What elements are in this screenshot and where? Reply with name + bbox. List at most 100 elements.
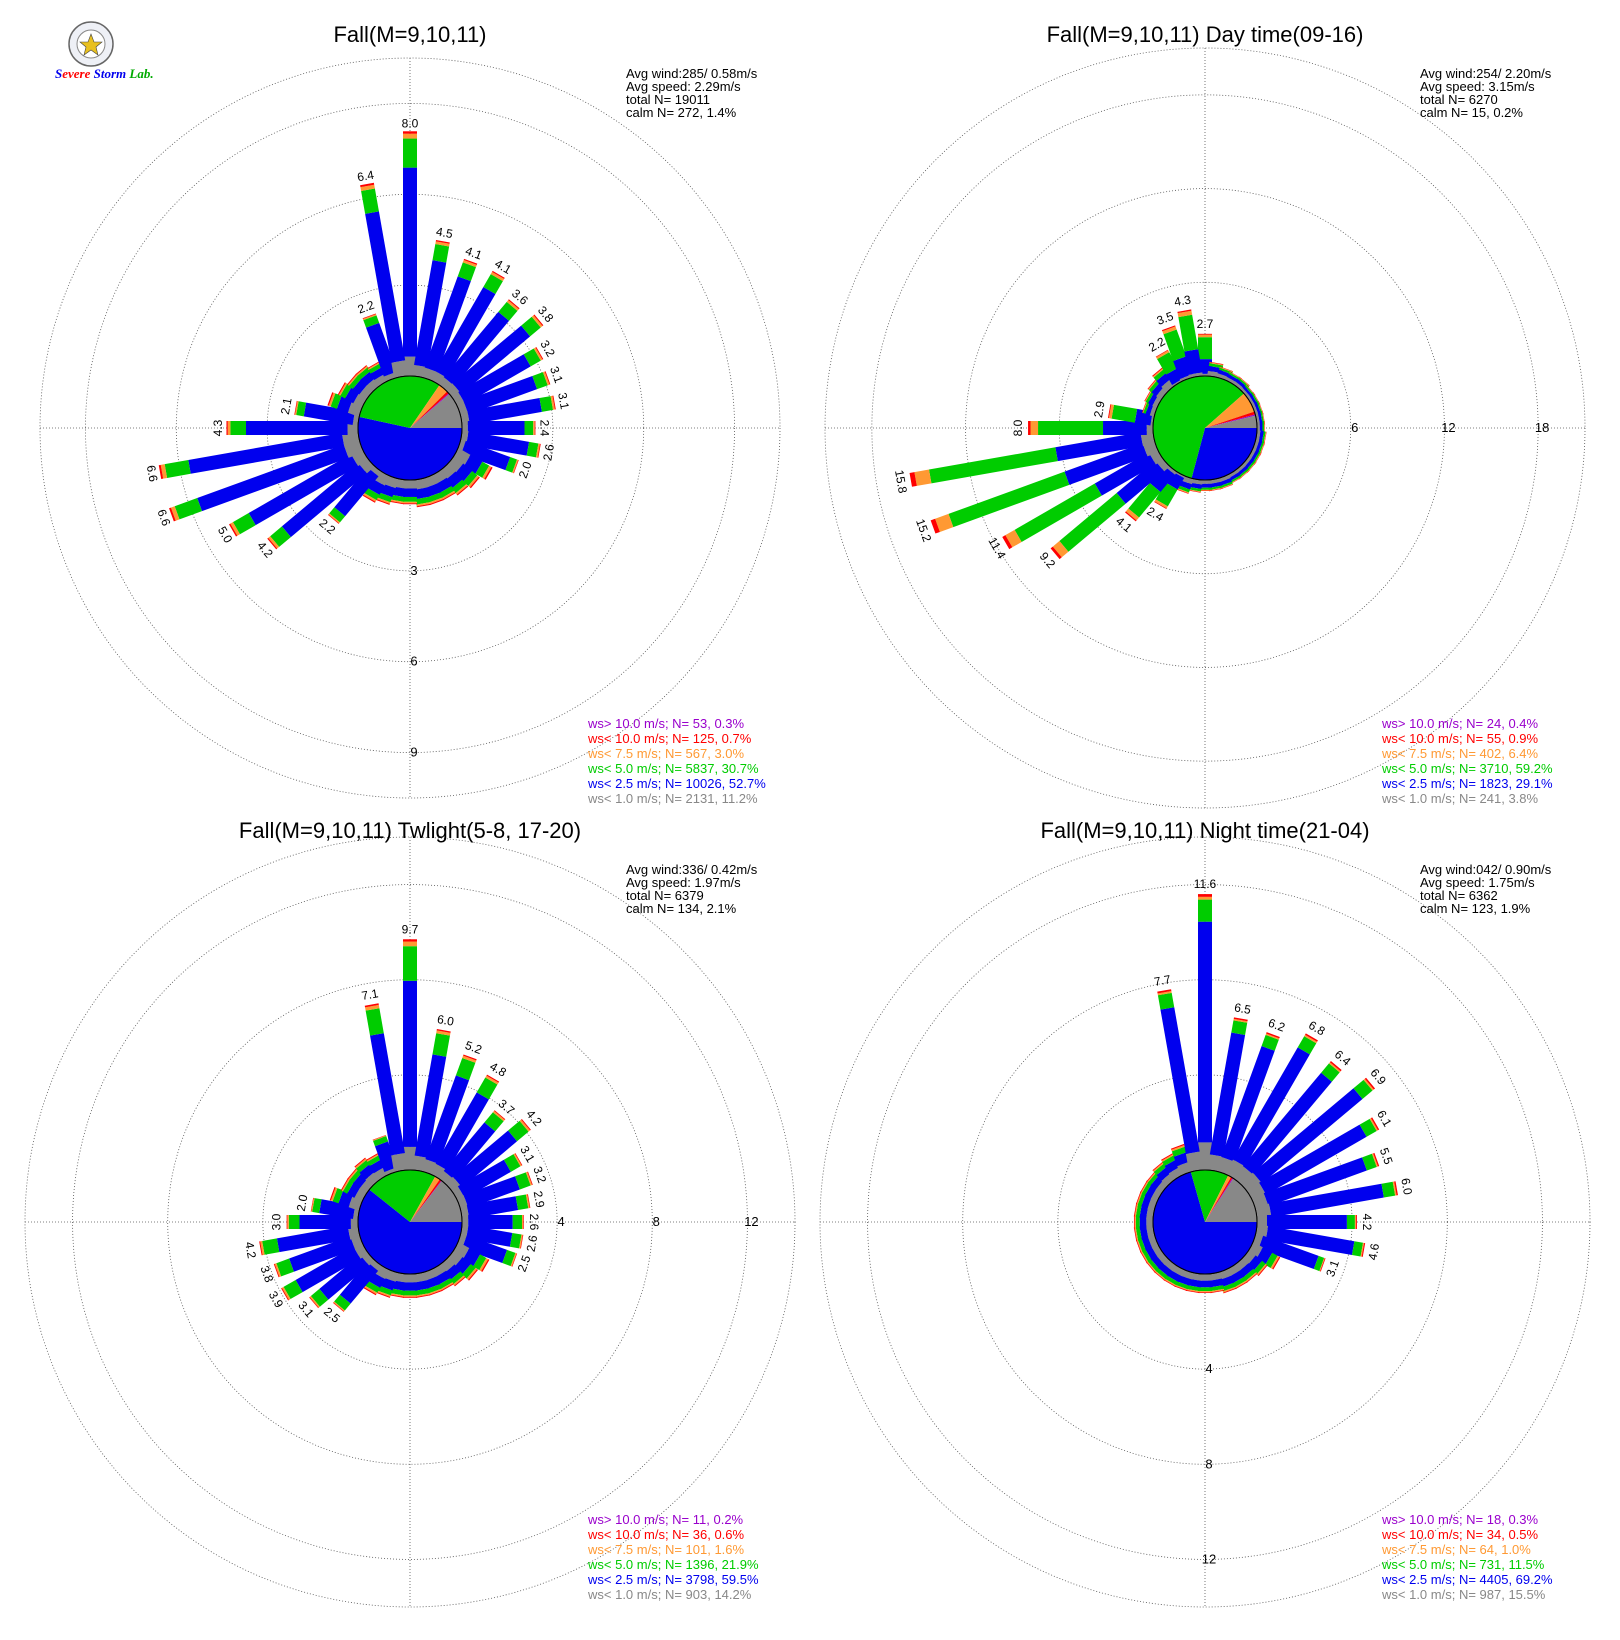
bar-segment bbox=[1177, 310, 1193, 318]
bar-segment bbox=[1253, 1260, 1266, 1275]
legend-entry: ws> 10.0 m/s; N= 11, 0.2% bbox=[587, 1512, 744, 1527]
bar-segment bbox=[439, 486, 455, 498]
wind-rose-panel-1: 3698.04.54.14.13.63.83.23.13.12.42.62.02… bbox=[39, 22, 781, 806]
legend-entry: ws< 10.0 m/s; N= 34, 0.5% bbox=[1381, 1527, 1539, 1542]
bar-segment bbox=[1146, 1171, 1157, 1183]
bar-segment bbox=[1163, 329, 1187, 361]
bar-segment bbox=[1186, 489, 1201, 493]
bar-segment bbox=[1147, 1258, 1160, 1272]
bar-segment bbox=[1198, 483, 1212, 488]
bar-segment bbox=[312, 1198, 322, 1214]
bar-segment bbox=[1208, 487, 1223, 491]
bar-segment bbox=[468, 1215, 513, 1229]
bar-segment bbox=[338, 382, 348, 396]
direction-bar bbox=[421, 1054, 477, 1176]
ring-tick-label: 8 bbox=[1205, 1456, 1212, 1471]
bar-segment bbox=[1265, 1226, 1355, 1256]
bar-segment bbox=[1170, 1143, 1185, 1150]
bar-segment bbox=[1144, 388, 1152, 402]
bar-segment bbox=[1219, 366, 1234, 372]
pie-slice bbox=[410, 391, 449, 428]
bar-value-label: 6.2 bbox=[1266, 1016, 1287, 1035]
bar-segment bbox=[1140, 1180, 1149, 1194]
bar-segment bbox=[1364, 1077, 1376, 1090]
bar-segment bbox=[334, 1294, 351, 1311]
bar-segment bbox=[1147, 1172, 1160, 1186]
bar-value-label: 4.3 bbox=[1173, 292, 1192, 309]
bar-segment bbox=[356, 365, 368, 376]
bar-segment bbox=[515, 1194, 529, 1211]
bar-value-label: 5.2 bbox=[463, 1038, 484, 1057]
bar-segment bbox=[442, 490, 456, 500]
bar-segment bbox=[443, 311, 510, 386]
bar-segment bbox=[1363, 1078, 1374, 1091]
legend-entry: ws< 2.5 m/s; N= 1823, 29.1% bbox=[1381, 776, 1553, 791]
bar-segment bbox=[362, 314, 377, 321]
bar-segment bbox=[463, 258, 478, 265]
bar-value-label: 2.6 bbox=[524, 1234, 541, 1253]
bar-value-label: 6.4 bbox=[356, 168, 375, 185]
legend-entry: ws< 5.0 m/s; N= 1396, 21.9% bbox=[587, 1557, 759, 1572]
bar-segment bbox=[1198, 1287, 1212, 1292]
bar-segment bbox=[1161, 1152, 1174, 1161]
bar-segment bbox=[1229, 371, 1242, 379]
bar-segment bbox=[1354, 1215, 1356, 1229]
bar-value-label: 6.5 bbox=[1233, 1000, 1252, 1017]
bar-segment bbox=[1153, 1162, 1168, 1176]
bar-segment bbox=[525, 1171, 533, 1186]
stat-line: calm N= 15, 0.2% bbox=[1420, 105, 1523, 120]
bar-segment bbox=[435, 1092, 489, 1171]
bar-segment bbox=[329, 507, 346, 523]
legend-entry: ws> 10.0 m/s; N= 53, 0.3% bbox=[587, 716, 745, 731]
bar-segment bbox=[429, 1289, 443, 1296]
bar-value-label: 2.0 bbox=[294, 1193, 311, 1212]
bar-segment bbox=[519, 1119, 531, 1132]
bar-segment bbox=[1135, 1191, 1142, 1205]
bar-segment bbox=[413, 487, 430, 500]
direction-bar bbox=[1177, 309, 1203, 379]
pie-slice bbox=[1205, 1177, 1234, 1222]
bar-segment bbox=[289, 1236, 356, 1272]
bar-segment bbox=[1153, 1161, 1165, 1172]
bar-segment bbox=[281, 1286, 291, 1300]
bar-segment bbox=[309, 1296, 320, 1308]
bar-segment bbox=[508, 1120, 529, 1142]
bar-segment bbox=[403, 980, 417, 1147]
bar-segment bbox=[1238, 376, 1250, 386]
bar-value-label: 6.0 bbox=[1398, 1177, 1415, 1196]
direction-bar bbox=[1002, 447, 1164, 550]
direction-bar bbox=[412, 240, 450, 379]
bar-segment bbox=[1171, 1144, 1186, 1152]
bar-segment bbox=[337, 382, 346, 395]
direction-bar bbox=[309, 1250, 375, 1309]
bar-segment bbox=[476, 1077, 498, 1100]
bar-segment bbox=[468, 1269, 479, 1281]
bar-segment bbox=[403, 1282, 417, 1291]
bar-value-label: 2.2 bbox=[356, 298, 377, 317]
bar-segment bbox=[1361, 1242, 1366, 1257]
bar-segment bbox=[503, 1154, 521, 1172]
bar-segment bbox=[360, 184, 375, 191]
bar-segment bbox=[485, 1075, 499, 1085]
bar-segment bbox=[523, 348, 541, 367]
bar-segment bbox=[360, 182, 375, 188]
bar-segment bbox=[1233, 1017, 1248, 1022]
bar-segment bbox=[508, 299, 520, 310]
bar-segment bbox=[535, 346, 544, 360]
bar-segment bbox=[230, 421, 247, 435]
bar-segment bbox=[1185, 1288, 1200, 1293]
direction-bar bbox=[456, 439, 519, 474]
bar-segment bbox=[367, 361, 380, 369]
bar-value-label: 4.3 bbox=[211, 419, 225, 436]
bar-segment bbox=[466, 431, 530, 456]
bar-segment bbox=[1321, 1063, 1340, 1082]
bar-value-label: 2.1 bbox=[278, 396, 295, 415]
bar-segment bbox=[1125, 511, 1137, 522]
bar-segment bbox=[430, 499, 444, 505]
bar-segment bbox=[1265, 1033, 1280, 1040]
bar-segment bbox=[1152, 1161, 1164, 1171]
bar-segment bbox=[1139, 1180, 1148, 1193]
pie-slice bbox=[1153, 376, 1244, 479]
bar-segment bbox=[364, 487, 380, 501]
bar-segment bbox=[531, 315, 543, 328]
